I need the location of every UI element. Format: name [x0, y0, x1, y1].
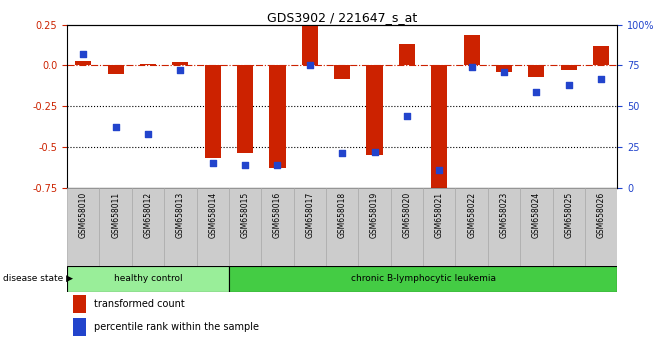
Bar [334, 65, 350, 79]
Text: GSM658023: GSM658023 [499, 192, 509, 238]
Bar [585, 188, 617, 266]
Text: disease state ▶: disease state ▶ [3, 274, 73, 283]
Text: GSM658012: GSM658012 [144, 192, 152, 238]
Point [78, 51, 89, 57]
Bar [67, 266, 229, 292]
Bar [72, 318, 86, 336]
Text: GSM658014: GSM658014 [208, 192, 217, 238]
Point [175, 68, 186, 73]
Bar [326, 188, 358, 266]
Text: GSM658021: GSM658021 [435, 192, 444, 238]
Text: GSM658010: GSM658010 [79, 192, 88, 238]
Bar [132, 188, 164, 266]
Point [305, 63, 315, 68]
Bar [294, 188, 326, 266]
Bar [140, 64, 156, 65]
Bar [67, 188, 99, 266]
Bar [391, 188, 423, 266]
Bar [261, 188, 294, 266]
Bar [75, 61, 91, 65]
Bar [399, 44, 415, 65]
Bar [197, 188, 229, 266]
Bar [593, 46, 609, 65]
Text: GSM658022: GSM658022 [467, 192, 476, 238]
Text: GSM658018: GSM658018 [338, 192, 347, 238]
Text: GSM658020: GSM658020 [403, 192, 411, 238]
Point [240, 162, 250, 168]
Bar [205, 65, 221, 158]
Point [499, 69, 509, 75]
Point [207, 160, 218, 166]
Bar [72, 295, 86, 313]
Bar [488, 188, 520, 266]
Text: chronic B-lymphocytic leukemia: chronic B-lymphocytic leukemia [351, 274, 496, 283]
Bar [456, 188, 488, 266]
Bar [99, 188, 132, 266]
Bar [237, 65, 253, 153]
Bar [269, 65, 286, 168]
Text: percentile rank within the sample: percentile rank within the sample [94, 322, 259, 332]
Bar [528, 65, 544, 77]
Bar [107, 65, 123, 74]
Point [434, 167, 445, 172]
Bar [229, 188, 261, 266]
Text: GSM658017: GSM658017 [305, 192, 314, 238]
Text: GSM658019: GSM658019 [370, 192, 379, 238]
Text: GSM658024: GSM658024 [532, 192, 541, 238]
Text: GSM658026: GSM658026 [597, 192, 606, 238]
Point [369, 149, 380, 155]
Point [564, 82, 574, 88]
Bar [561, 65, 577, 70]
Bar [520, 188, 553, 266]
Text: transformed count: transformed count [94, 299, 185, 309]
Title: GDS3902 / 221647_s_at: GDS3902 / 221647_s_at [267, 11, 417, 24]
Point [337, 150, 348, 156]
Text: healthy control: healthy control [113, 274, 183, 283]
Bar [229, 266, 617, 292]
Point [110, 125, 121, 130]
Bar [553, 188, 585, 266]
Text: GSM658016: GSM658016 [273, 192, 282, 238]
Point [272, 162, 283, 168]
Point [466, 64, 477, 70]
Bar [496, 65, 512, 72]
Bar [164, 188, 197, 266]
Point [143, 131, 154, 137]
Text: GSM658025: GSM658025 [564, 192, 573, 238]
Point [531, 89, 541, 95]
Text: GSM658015: GSM658015 [241, 192, 250, 238]
Bar [302, 27, 318, 65]
Bar [172, 62, 189, 65]
Bar [464, 35, 480, 65]
Bar [358, 188, 391, 266]
Bar [431, 65, 448, 189]
Point [401, 113, 412, 119]
Bar [366, 65, 382, 155]
Text: GSM658013: GSM658013 [176, 192, 185, 238]
Text: GSM658011: GSM658011 [111, 192, 120, 238]
Point [596, 76, 607, 81]
Bar [423, 188, 456, 266]
